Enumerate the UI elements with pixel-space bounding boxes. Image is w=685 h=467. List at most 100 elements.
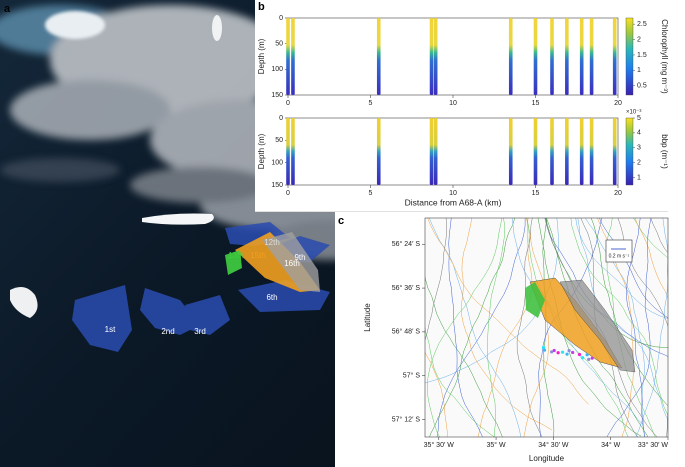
y-tick-label: 56° 36′ S xyxy=(392,284,421,292)
profile xyxy=(429,118,434,185)
contour-line xyxy=(523,218,549,437)
contour-line xyxy=(634,218,668,299)
iceberg-label: 15th xyxy=(250,251,266,260)
y-tick-label: 0 xyxy=(279,115,283,122)
contour-line xyxy=(427,218,589,405)
contour-line xyxy=(448,218,483,437)
chlorophyll-sample xyxy=(550,350,554,354)
iceberg-outline xyxy=(262,232,320,292)
contour-line xyxy=(427,218,503,437)
contour-line xyxy=(429,218,516,437)
chlorophyll-sample xyxy=(542,348,547,352)
profile xyxy=(291,118,295,185)
y-tick-label: 0 xyxy=(279,15,283,22)
y-axis-label: Depth (m) xyxy=(257,38,266,74)
profile xyxy=(612,18,617,95)
contour-line xyxy=(425,326,495,437)
contour-line xyxy=(633,218,668,259)
profile xyxy=(589,18,594,95)
profile xyxy=(286,18,290,95)
profile xyxy=(433,18,438,95)
contour-line xyxy=(461,218,552,431)
profile xyxy=(376,18,381,95)
contour-line xyxy=(606,218,652,437)
chlorophyll-sample xyxy=(571,350,575,355)
x-axis-label: Longitude xyxy=(529,454,565,463)
colorbar-tick-label: 2.5 xyxy=(637,21,647,28)
profile xyxy=(286,118,290,185)
profile xyxy=(612,118,617,185)
profile xyxy=(508,18,513,95)
x-tick-label: 20 xyxy=(614,100,622,107)
profile xyxy=(579,18,584,95)
contour-line xyxy=(425,218,447,341)
island xyxy=(45,11,105,39)
chlorophyll-sample xyxy=(581,356,585,360)
contour-line xyxy=(575,218,668,319)
y-tick-label: 150 xyxy=(271,182,283,189)
contour-line xyxy=(585,218,645,437)
x-tick-label: 34° 30′ W xyxy=(538,441,569,449)
x-tick-label: 35° 30′ W xyxy=(424,441,455,449)
chlorophyll-sample xyxy=(561,350,565,354)
x-tick-label: 5 xyxy=(369,190,373,197)
profile xyxy=(589,118,594,185)
iceberg xyxy=(212,15,222,41)
profile xyxy=(579,118,584,185)
contour-line xyxy=(577,218,668,421)
x-tick-label: 0 xyxy=(286,100,290,107)
colorbar-tick-label: 3 xyxy=(637,145,641,152)
x-tick-label: 0 xyxy=(286,190,290,197)
colorbar-tick-label: 4 xyxy=(637,130,641,137)
profile xyxy=(291,18,295,95)
panel-label: a xyxy=(4,3,11,15)
contour-line xyxy=(635,218,668,437)
profile xyxy=(565,18,569,95)
chlorophyll-sample xyxy=(577,352,582,357)
y-tick-label: 57° 12′ S xyxy=(392,415,421,423)
y-tick-label: 50 xyxy=(275,137,283,144)
x-axis-label: Distance from A68-A (km) xyxy=(405,197,502,207)
y-tick-label: 50 xyxy=(275,41,283,48)
profile xyxy=(533,118,538,185)
iceberg-label: 16th xyxy=(284,259,300,268)
iceberg xyxy=(142,213,214,225)
iceberg-label: 12th xyxy=(264,238,280,247)
profile xyxy=(550,18,554,95)
iceberg xyxy=(10,286,38,318)
x-tick-label: 10 xyxy=(449,100,457,107)
map-frame xyxy=(424,217,669,438)
y-tick-label: 57° S xyxy=(403,372,421,380)
y-tick-label: 150 xyxy=(271,92,283,99)
colorbar-exponent: ×10⁻³ xyxy=(626,110,641,116)
chlorophyll-sample xyxy=(567,349,571,353)
scale-box xyxy=(605,239,633,263)
x-tick-label: 33° 30′ W xyxy=(638,441,669,449)
iceberg-outline xyxy=(559,279,636,373)
profile xyxy=(550,118,554,185)
iceberg-label: 2nd xyxy=(161,327,174,336)
contour-line xyxy=(516,218,543,437)
colorbar xyxy=(625,117,634,186)
x-tick-label: 15 xyxy=(532,190,540,197)
profile xyxy=(376,118,381,185)
y-tick-label: 100 xyxy=(271,160,283,167)
chlorophyll-sample xyxy=(556,351,560,355)
chlorophyll-sample xyxy=(552,348,556,353)
contour-line xyxy=(477,218,533,437)
iceberg-outline xyxy=(225,250,242,275)
y-axis-label: Depth (m) xyxy=(257,133,266,169)
panel-label: b xyxy=(258,1,265,13)
iceberg-label: 13th xyxy=(228,251,244,260)
contour-line xyxy=(626,218,646,437)
iceberg-label: 6th xyxy=(266,293,277,302)
iceberg-label: 9th xyxy=(294,253,305,262)
profile xyxy=(429,18,434,95)
x-tick-label: 20 xyxy=(614,190,622,197)
iceberg-label: 1st xyxy=(105,325,116,334)
profile xyxy=(533,18,538,95)
y-tick-label: 56° 48′ S xyxy=(392,328,421,336)
profile xyxy=(565,118,569,185)
colorbar-tick-label: 2 xyxy=(637,36,641,43)
